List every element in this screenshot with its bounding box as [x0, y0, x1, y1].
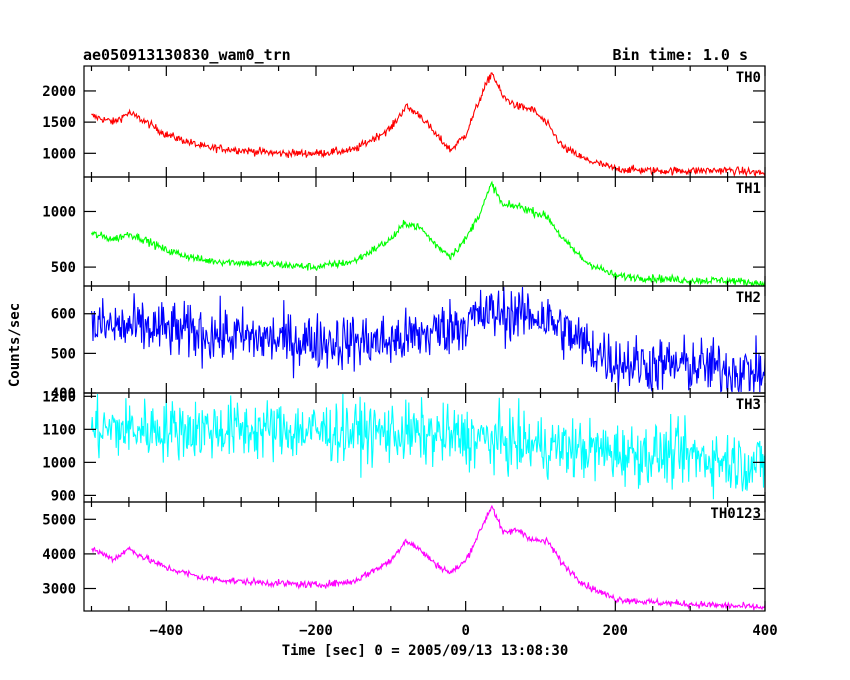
x-tick-label-400: 400	[752, 623, 777, 639]
y-tick-label-th1-500: 500	[51, 260, 76, 276]
y-tick-label-th0123-4000: 4000	[42, 547, 76, 563]
bin-time-label: Bin time: 1.0 s	[612, 46, 748, 64]
series-line-th0123	[91, 504, 766, 611]
series-line-th3	[90, 393, 766, 500]
y-tick-label-th0-1500: 1500	[42, 115, 76, 131]
panel-label-th0123: TH0123	[710, 506, 761, 522]
y-tick-label-th3-1000: 1000	[42, 455, 76, 471]
series-line-th1	[90, 180, 766, 287]
y-tick-label-th0-2000: 2000	[42, 84, 76, 100]
x-tick-label--200: −200	[299, 623, 333, 639]
y-tick-label-th2-400: 400	[51, 386, 76, 402]
panel-frame-th0123	[83, 501, 766, 612]
x-tick-label-200: 200	[603, 623, 628, 639]
chart-title: ae050913130830_wam0_trn	[83, 46, 291, 64]
y-axis-label: Counts/sec	[7, 303, 23, 387]
y-tick-label-th3-1200: 1200	[42, 389, 76, 405]
panel-frame-th0	[83, 65, 766, 178]
y-tick-label-th2-500: 500	[51, 346, 76, 362]
y-tick-label-th0-1000: 1000	[42, 146, 76, 162]
y-tick-label-th1-1000: 1000	[42, 204, 76, 220]
x-tick-label-0: 0	[461, 623, 469, 639]
series-line-th0	[91, 72, 766, 178]
x-axis-label: Time [sec] 0 = 2005/09/13 13:08:30	[282, 643, 569, 659]
panel-label-th3: TH3	[736, 397, 761, 413]
y-tick-label-th0123-3000: 3000	[42, 582, 76, 598]
panel-label-th1: TH1	[736, 181, 761, 197]
y-tick-label-th3-1100: 1100	[42, 422, 76, 438]
panel-label-th0: TH0	[736, 70, 761, 86]
y-tick-label-th2-600: 600	[51, 307, 76, 323]
x-tick-label--400: −400	[149, 623, 183, 639]
y-tick-label-th3-900: 900	[51, 488, 76, 504]
y-tick-label-th0123-5000: 5000	[42, 512, 76, 528]
panel-label-th2: TH2	[736, 290, 761, 306]
series-line-th2	[90, 286, 766, 393]
